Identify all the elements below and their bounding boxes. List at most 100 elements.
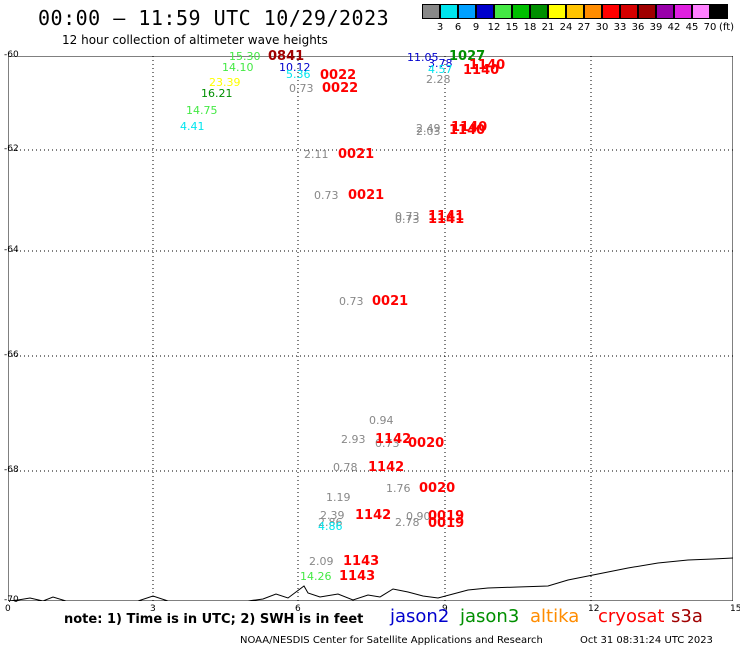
gridlines [8,56,733,601]
observation-swh: 0.73 [314,189,339,202]
color-scale-value: 39 [649,22,663,33]
map-title: 00:00 – 11:59 UTC 10/29/2023 [38,6,390,30]
observation-time: 0021 [348,188,385,203]
color-swatch [584,4,602,19]
observation-swh: 2.28 [426,73,451,86]
satellite-label-s3a: s3a [671,606,703,627]
observation-swh: 0.73 [395,213,420,226]
color-swatch [692,4,710,19]
observation-swh: 0.94 [369,414,394,427]
observation-swh: 4.86 [318,520,343,533]
observation-time: 0021 [372,294,409,309]
longitude-label: 6 [295,604,301,614]
observation-swh: 0.73 [339,295,364,308]
color-swatch [422,4,440,19]
observation-swh: 2.49 [416,122,441,135]
observation-swh: 11.05 [407,51,439,64]
latitude-label: -70 [4,595,19,605]
observation-swh: 4.57 [428,63,453,76]
coastline [8,557,733,601]
observation-swh: 14.10 [222,61,254,74]
observation-time: 0019 [428,516,465,531]
satellite-label-jason2: jason2 [390,606,450,627]
observation-swh: 1.76 [386,482,411,495]
observation-swh: 14.75 [186,104,218,117]
observation-time: 0841 [268,49,305,64]
observation-time: 1140 [463,63,500,78]
latitude-label: -62 [4,144,19,154]
color-scale-value: 70 [703,22,717,33]
color-scale-value: 24 [559,22,573,33]
units-note: note: 1) Time is in UTC; 2) SWH is in fe… [64,612,364,627]
color-scale-value: 15 [505,22,519,33]
satellite-label-altika: altika [530,606,580,627]
observation-swh: 2.09 [309,555,334,568]
observation-time: 0019 [428,509,465,524]
observation-swh: 16.21 [201,87,233,100]
observation-swh: 2.11 [304,148,329,161]
observation-time: 1140 [451,120,488,135]
color-scale-value: 9 [472,22,480,33]
longitude-label: 0 [5,604,11,614]
color-scale-value: 30 [595,22,609,33]
color-swatch [476,4,494,19]
observation-swh: 0.78 [333,461,358,474]
color-swatch [638,4,656,19]
color-swatch [602,4,620,19]
color-scale-value: 45 [685,22,699,33]
color-swatch [710,4,728,19]
color-swatch [440,4,458,19]
observation-swh: 1.19 [326,491,351,504]
observation-time: 0022 [322,81,359,96]
color-scale-value: 33 [613,22,627,33]
observation-swh: 0.73 [375,437,400,450]
satellite-label-jason3: jason3 [460,606,520,627]
observation-time: 1142 [355,508,392,523]
observation-swh: 14.26 [300,570,332,583]
map-plot-area [8,56,733,601]
observation-time: 1142 [368,460,405,475]
observation-time: 1140 [469,58,506,73]
color-scale-value: 36 [631,22,645,33]
color-scale-unit: (ft) [719,22,735,33]
latitude-label: -60 [4,50,19,60]
observation-swh: 0.90 [406,510,431,523]
observation-swh: 2.93 [341,433,366,446]
color-scale-value: 3 [436,22,444,33]
footer-organization: NOAA/NESDIS Center for Satellite Applica… [240,635,543,646]
color-scale-value: 12 [487,22,501,33]
observation-time: 1027 [449,49,486,64]
color-swatch [566,4,584,19]
observation-time: 0022 [320,68,357,83]
observation-swh: 0.73 [395,210,420,223]
observation-time: 1141 [428,209,465,224]
observation-swh: 5.36 [286,68,311,81]
observation-swh: 3.78 [428,57,453,70]
color-scale-value: 18 [523,22,537,33]
color-swatch [494,4,512,19]
color-swatch [620,4,638,19]
observation-swh: 23.39 [209,76,241,89]
observation-time: 0020 [419,481,456,496]
observation-swh: 15.30 [229,50,261,63]
color-scale-value: 6 [454,22,462,33]
color-swatch [530,4,548,19]
observation-swh: 2.78 [395,516,420,529]
latitude-label: -66 [4,350,19,360]
color-swatch [674,4,692,19]
satellite-label-cryosat: cryosat [598,606,665,627]
observation-swh: 2.03 [416,125,441,138]
observation-swh: 2.86 [318,516,343,529]
observation-time: 1140 [449,123,486,138]
color-swatch [458,4,476,19]
observation-time: 0021 [338,147,375,162]
observation-time: 1143 [339,569,376,584]
longitude-label: 3 [150,604,156,614]
observation-swh: 2.39 [320,509,345,522]
color-swatch [512,4,530,19]
observation-time: 1141 [428,212,465,227]
color-scale-value: 21 [541,22,555,33]
color-scale-value: 27 [577,22,591,33]
map-subtitle: 12 hour collection of altimeter wave hei… [62,33,328,47]
observation-swh: 10.12 [279,61,311,74]
